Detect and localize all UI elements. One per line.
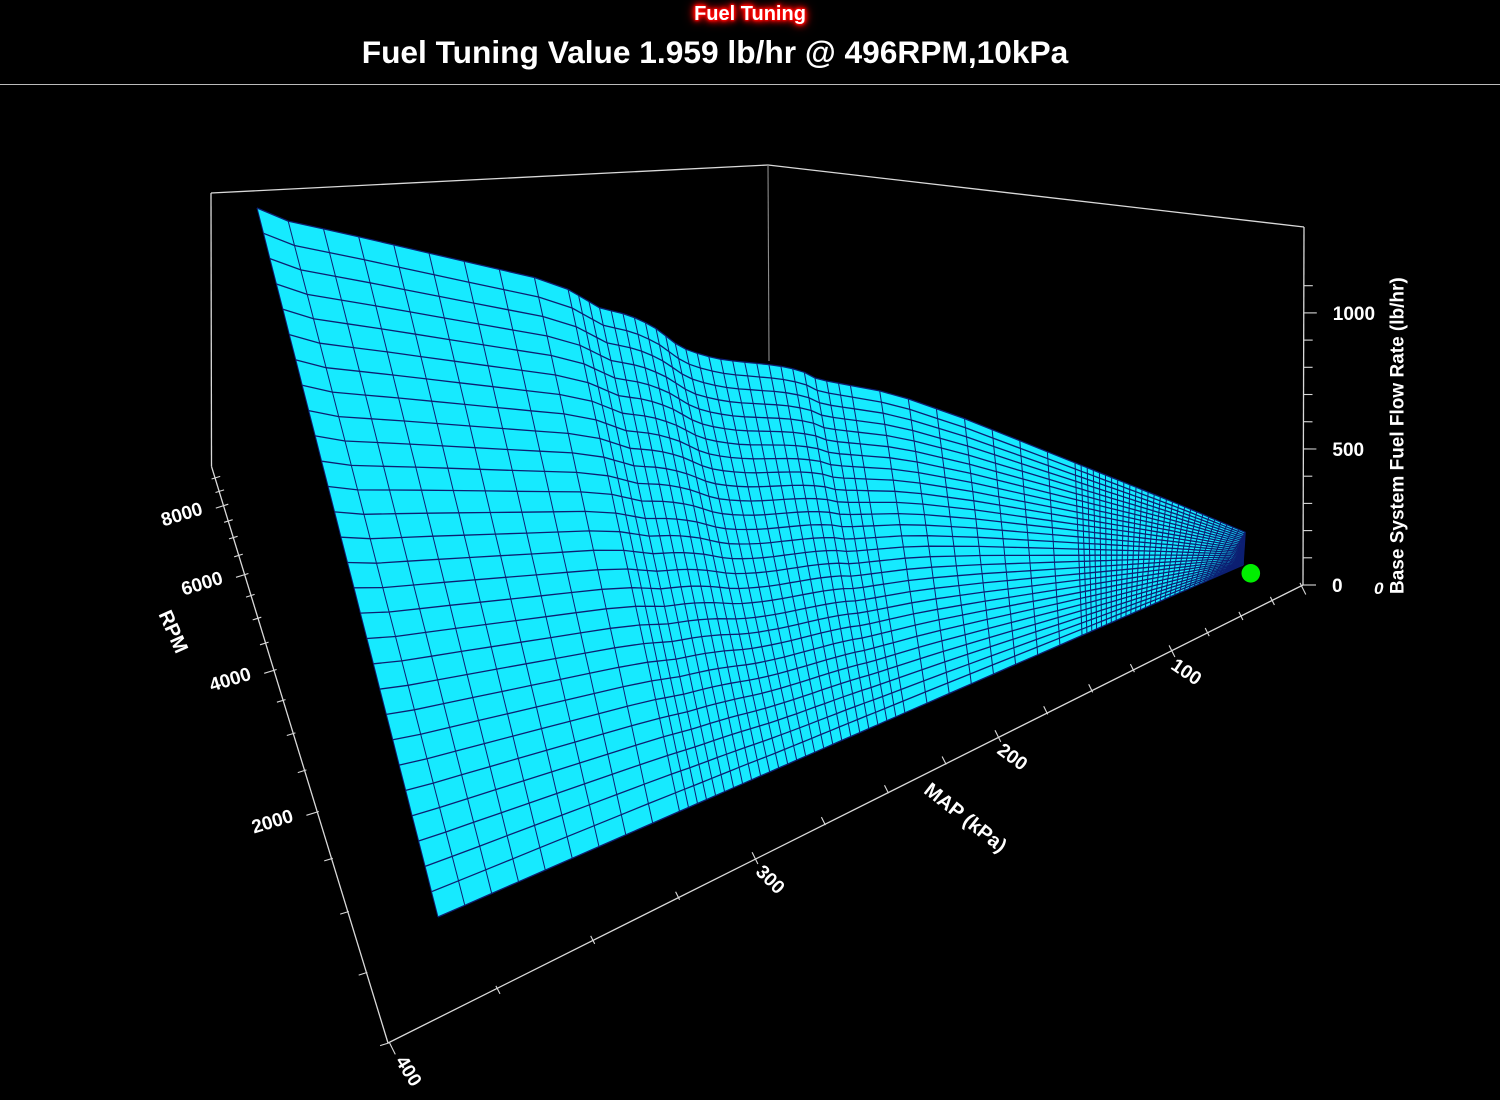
svg-text:6000: 6000 xyxy=(179,568,226,600)
svg-text:MAP (kPa): MAP (kPa) xyxy=(920,779,1011,857)
svg-text:200: 200 xyxy=(993,740,1031,776)
svg-text:4000: 4000 xyxy=(207,664,254,696)
svg-text:1000: 1000 xyxy=(1333,304,1375,325)
svg-text:100: 100 xyxy=(1167,655,1205,690)
svg-text:300: 300 xyxy=(751,861,788,898)
svg-text:400: 400 xyxy=(391,1052,426,1090)
svg-text:500: 500 xyxy=(1332,440,1364,461)
svg-text:0: 0 xyxy=(1332,576,1343,597)
svg-text:0: 0 xyxy=(1374,579,1384,598)
svg-text:8000: 8000 xyxy=(159,499,206,531)
svg-text:RPM: RPM xyxy=(154,607,192,657)
svg-text:Base System Fuel Flow Rate (lb: Base System Fuel Flow Rate (lb/hr) xyxy=(1387,277,1408,594)
svg-text:2000: 2000 xyxy=(249,806,296,838)
